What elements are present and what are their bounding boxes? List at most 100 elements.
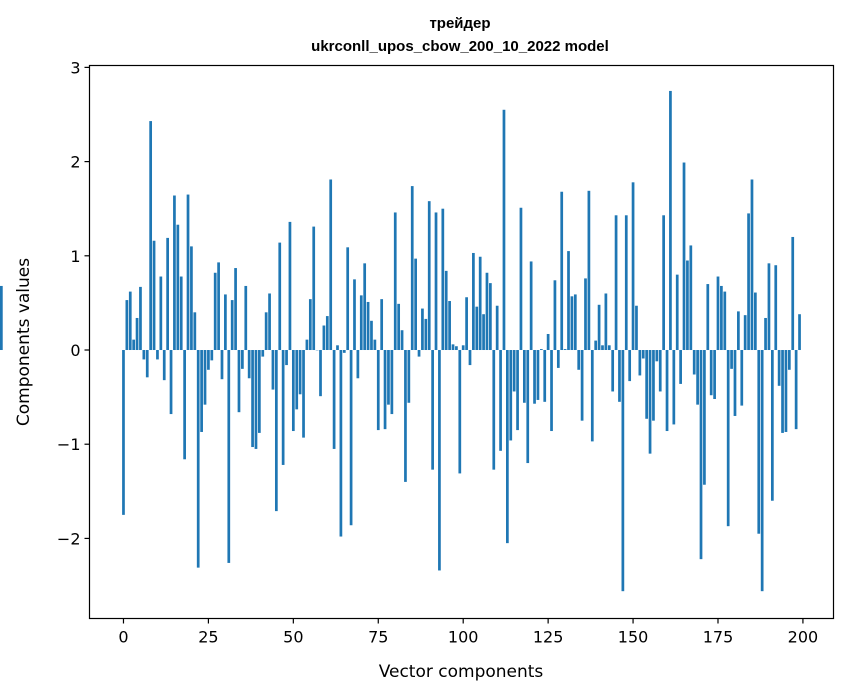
bar-88 bbox=[421, 308, 424, 351]
bar-14 bbox=[169, 350, 173, 415]
bar-50 bbox=[291, 350, 295, 432]
bar-143 bbox=[607, 345, 611, 351]
bar-20 bbox=[190, 246, 193, 351]
bar-4 bbox=[135, 317, 139, 351]
bar-83 bbox=[404, 350, 407, 482]
bar-5 bbox=[139, 286, 142, 351]
bar-184 bbox=[747, 213, 750, 351]
bar-91 bbox=[431, 350, 434, 470]
bar-137 bbox=[587, 190, 591, 351]
bar-100 bbox=[461, 345, 465, 351]
bar-85 bbox=[410, 186, 414, 351]
bar-168 bbox=[692, 350, 696, 375]
bar-155 bbox=[648, 350, 652, 454]
bar-60 bbox=[325, 316, 329, 350]
bar-84 bbox=[407, 350, 411, 403]
bar-24 bbox=[203, 350, 207, 405]
bar-39 bbox=[254, 350, 258, 449]
y-axis-ticks: −2 −1 0 1 2 3 bbox=[57, 58, 90, 548]
bar-42 bbox=[264, 312, 268, 350]
bar-114 bbox=[509, 350, 513, 441]
y-tick-label: 3 bbox=[70, 58, 80, 77]
bar-47 bbox=[281, 350, 285, 465]
y-tick-label: −1 bbox=[57, 435, 81, 454]
bar-62 bbox=[332, 350, 336, 449]
bar-126 bbox=[550, 350, 553, 432]
bar-70 bbox=[359, 295, 363, 351]
x-tick-label: 125 bbox=[533, 628, 564, 647]
bar-101 bbox=[465, 297, 468, 351]
bar-152 bbox=[638, 350, 642, 376]
bar-196 bbox=[787, 350, 791, 370]
bar-115 bbox=[512, 350, 516, 392]
bar-6 bbox=[142, 350, 146, 360]
bar-81 bbox=[397, 303, 401, 351]
bar-195 bbox=[784, 350, 788, 432]
bar-3 bbox=[132, 339, 136, 350]
bar-112 bbox=[502, 109, 506, 351]
x-tick-label: 0 bbox=[118, 628, 128, 647]
bar-55 bbox=[308, 299, 312, 351]
bar-118 bbox=[522, 350, 526, 403]
x-tick-label: 175 bbox=[703, 628, 734, 647]
bar-26 bbox=[210, 350, 214, 361]
bar-76 bbox=[380, 299, 384, 351]
bar-86 bbox=[414, 258, 417, 351]
bar-125 bbox=[546, 333, 550, 351]
bar-29 bbox=[220, 350, 224, 380]
bar-119 bbox=[526, 350, 530, 464]
bar-161 bbox=[669, 90, 672, 351]
bar-44 bbox=[271, 350, 275, 390]
bar-148 bbox=[624, 215, 628, 351]
x-tick-label: 150 bbox=[618, 628, 649, 647]
bar-64 bbox=[339, 350, 343, 537]
bar-183 bbox=[743, 315, 747, 351]
bar-68 bbox=[353, 279, 356, 351]
bar-117 bbox=[519, 207, 523, 350]
bar-153 bbox=[641, 350, 645, 359]
bar-undefined bbox=[0, 285, 3, 351]
bar-90 bbox=[427, 201, 431, 351]
bar-136 bbox=[584, 278, 587, 351]
bar-33 bbox=[234, 268, 237, 351]
bar-110 bbox=[495, 305, 499, 351]
bar-191 bbox=[770, 350, 774, 501]
bar-78 bbox=[387, 350, 390, 405]
bar-1 bbox=[125, 300, 129, 351]
bar-134 bbox=[577, 350, 581, 370]
bar-98 bbox=[455, 346, 458, 351]
bar-12 bbox=[162, 350, 166, 381]
bar-49 bbox=[288, 221, 292, 351]
bar-17 bbox=[179, 276, 183, 351]
bar-131 bbox=[567, 251, 570, 351]
x-axis-label: Vector components bbox=[379, 662, 544, 682]
bar-25 bbox=[207, 350, 210, 370]
bar-0 bbox=[122, 350, 125, 515]
bar-185 bbox=[750, 179, 754, 351]
bar-66 bbox=[346, 247, 350, 351]
bar-139 bbox=[594, 340, 598, 351]
bar-104 bbox=[475, 306, 479, 351]
bar-71 bbox=[363, 263, 367, 351]
bar-series bbox=[0, 90, 801, 592]
bar-121 bbox=[533, 350, 536, 404]
bar-190 bbox=[767, 263, 771, 351]
bar-179 bbox=[730, 350, 733, 369]
bar-106 bbox=[482, 314, 485, 351]
bar-129 bbox=[560, 191, 564, 351]
bar-177 bbox=[723, 291, 727, 351]
bar-173 bbox=[709, 350, 713, 396]
y-axis-label: Components values bbox=[14, 258, 34, 426]
bar-197 bbox=[791, 236, 795, 351]
bar-124 bbox=[543, 350, 547, 402]
bar-182 bbox=[740, 350, 744, 406]
bar-102 bbox=[468, 350, 472, 366]
bar-97 bbox=[451, 344, 455, 351]
bar-165 bbox=[682, 162, 686, 350]
bar-144 bbox=[611, 350, 615, 392]
bar-94 bbox=[441, 208, 445, 351]
bar-45 bbox=[274, 350, 278, 512]
bar-175 bbox=[716, 276, 720, 351]
bar-67 bbox=[349, 350, 353, 526]
bar-147 bbox=[621, 350, 625, 592]
